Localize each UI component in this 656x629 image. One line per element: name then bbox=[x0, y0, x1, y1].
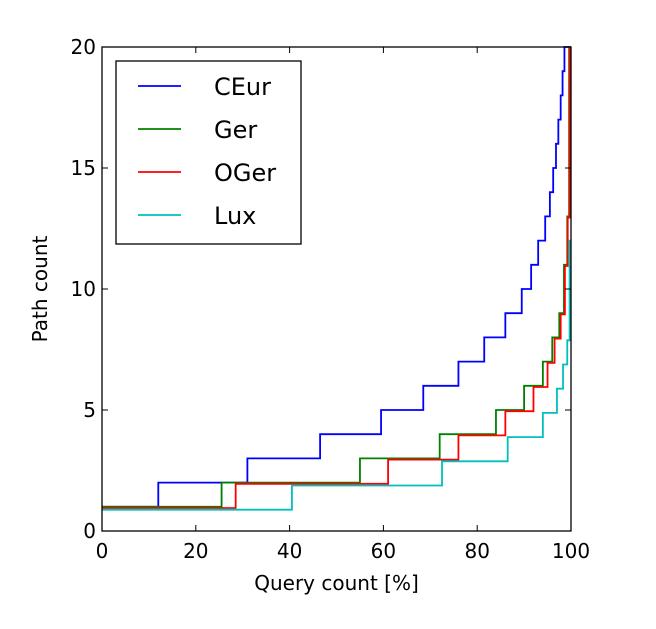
x-tick-label: 60 bbox=[371, 539, 396, 563]
x-tick-label: 40 bbox=[277, 539, 302, 563]
y-tick-label: 20 bbox=[71, 35, 96, 59]
y-tick-label: 0 bbox=[83, 519, 96, 543]
x-axis-label: Query count [%] bbox=[254, 571, 419, 595]
y-tick-label: 5 bbox=[83, 398, 96, 422]
x-tick-label: 100 bbox=[552, 539, 590, 563]
axes: 0 20 40 60 80 100 0 5 10 15 20 bbox=[71, 35, 591, 563]
legend-label-ceur: CEur bbox=[214, 73, 271, 101]
legend-label-lux: Lux bbox=[214, 202, 256, 230]
series-line-ceur bbox=[102, 46, 571, 508]
y-tick-label: 10 bbox=[71, 277, 96, 301]
legend: CEur Ger OGer Lux bbox=[115, 60, 302, 245]
series-line-oger bbox=[102, 46, 571, 509]
y-tick-label: 15 bbox=[71, 156, 96, 180]
plot-area bbox=[102, 46, 571, 511]
x-tick-label: 0 bbox=[96, 539, 109, 563]
legend-box bbox=[115, 60, 302, 245]
series-line-lux bbox=[102, 239, 571, 511]
legend-label-oger: OGer bbox=[214, 159, 276, 187]
x-tick-label: 80 bbox=[464, 539, 489, 563]
x-tick-label: 20 bbox=[183, 539, 208, 563]
y-axis-label: Path count bbox=[28, 235, 52, 342]
legend-label-ger: Ger bbox=[214, 116, 257, 144]
